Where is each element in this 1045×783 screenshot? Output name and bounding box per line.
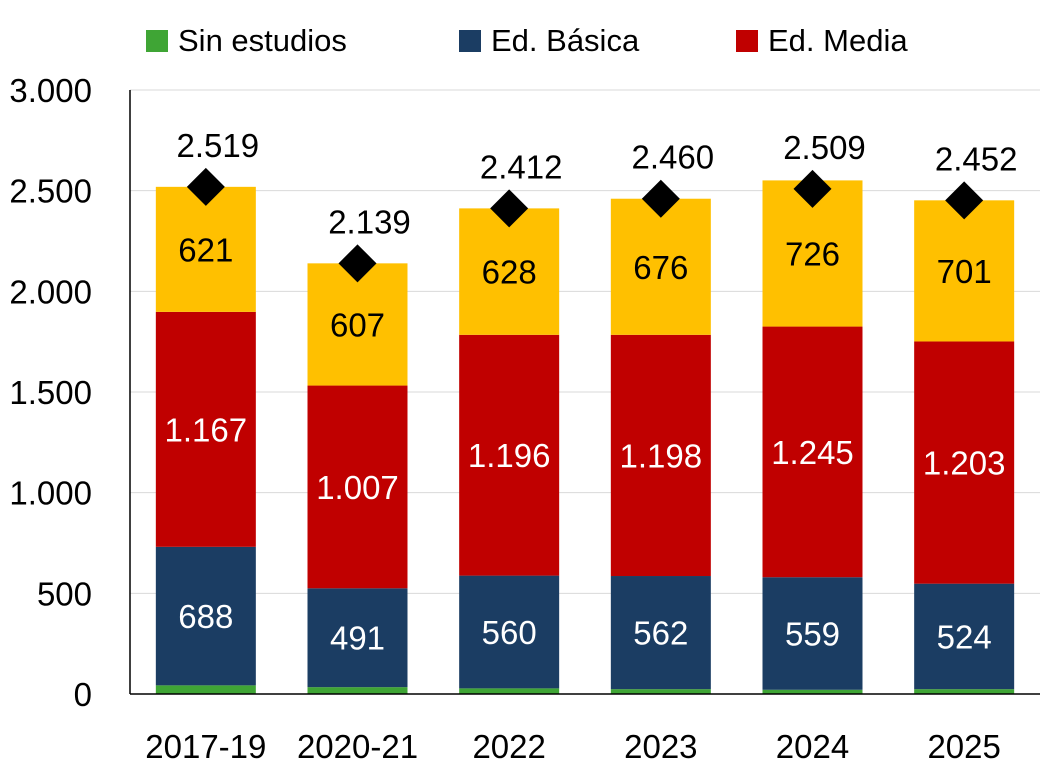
total-markers: 2.519 2.139 2.412 2.460 2.509 2.452 (177, 127, 1018, 283)
bar-value-label: 559 (785, 615, 840, 652)
bar-segment (610, 198, 711, 335)
x-tick-label: 2017-19 (145, 728, 266, 765)
total-value-label: 2.509 (783, 129, 866, 166)
bar-value-label: 491 (330, 620, 385, 657)
total-value-label: 2.460 (632, 139, 715, 176)
y-tick-label: 2.000 (9, 273, 92, 310)
bars (155, 180, 1015, 694)
bar-value-label: 560 (482, 614, 537, 651)
y-tick-label: 1.000 (9, 475, 92, 512)
x-tick-label: 2023 (624, 728, 697, 765)
axes: 0 500 1.000 1.500 2.000 2.500 3.000 2017-19 2020… (9, 72, 1040, 765)
bar-value-label: 1.203 (923, 445, 1006, 482)
bar-segment (610, 334, 711, 577)
total-diamond-marker (186, 167, 225, 206)
bar-value-label: 562 (633, 615, 688, 652)
total-diamond-marker (945, 181, 984, 220)
bar-segment (459, 575, 560, 689)
bar-segment (155, 311, 256, 547)
bar-segment (459, 688, 560, 694)
bar-segment (307, 263, 408, 386)
y-tick-label: 500 (37, 575, 92, 612)
total-value-label: 2.519 (177, 127, 260, 164)
bar-value-label: 1.007 (316, 469, 399, 506)
bar-segment (459, 334, 560, 576)
legend: Sin estudios Ed. Básica Ed. Media (146, 23, 908, 58)
x-tick-label: 2025 (927, 728, 1000, 765)
y-tick-label: 0 (74, 676, 92, 713)
total-value-label: 2.452 (935, 140, 1018, 177)
bar-segment (762, 326, 863, 578)
bar-segment (762, 577, 863, 690)
bar-segment (307, 385, 408, 589)
bar-value-label: 688 (178, 598, 233, 635)
bar-value-label: 524 (937, 618, 992, 655)
y-tick-label: 2.500 (9, 173, 92, 210)
bar-value-label: 1.245 (771, 434, 854, 471)
total-diamond-marker (490, 189, 529, 228)
total-diamond-marker (793, 169, 832, 208)
bar-value-label: 1.167 (165, 411, 248, 448)
legend-swatch (459, 30, 481, 52)
legend-label: Sin estudios (178, 23, 347, 58)
bar-segment (155, 186, 256, 312)
legend-label: Ed. Básica (491, 23, 640, 58)
bar-segment (610, 689, 711, 694)
bar-segment (155, 685, 256, 694)
legend-swatch (146, 30, 168, 52)
y-tick-label: 3.000 (9, 72, 92, 109)
bar-segment (155, 546, 256, 686)
gridlines (130, 89, 1040, 594)
total-value-label: 2.412 (480, 148, 563, 185)
bar-value-label: 726 (785, 235, 840, 272)
bar-segment (914, 341, 1015, 584)
legend-label: Ed. Media (768, 23, 908, 58)
bar-value-label: 628 (482, 254, 537, 291)
x-tick-label: 2024 (776, 728, 849, 765)
bar-value-label: 1.196 (468, 437, 551, 474)
x-tick-label: 2020-21 (297, 728, 418, 765)
bar-segment (610, 576, 711, 690)
bar-segment (914, 200, 1015, 342)
bar-value-label: 1.198 (620, 437, 703, 474)
bar-value-label: 621 (178, 231, 233, 268)
bar-segment (762, 689, 863, 694)
bar-segment (459, 208, 560, 335)
y-tick-label: 1.500 (9, 374, 92, 411)
total-value-label: 2.139 (328, 203, 411, 240)
bar-value-label: 676 (633, 249, 688, 286)
bar-segment (914, 583, 1015, 690)
data-labels: 688 1.167 621 491 1.007 607 560 1.196 628 562 1.19… (165, 231, 1006, 656)
bar-segment (307, 588, 408, 688)
legend-swatch (736, 30, 758, 52)
x-tick-label: 2022 (472, 728, 545, 765)
bar-value-label: 607 (330, 306, 385, 343)
total-diamond-marker (641, 179, 680, 218)
bar-value-label: 701 (937, 253, 992, 290)
bar-segment (914, 689, 1015, 694)
bar-segment (307, 687, 408, 694)
total-diamond-marker (338, 244, 377, 283)
